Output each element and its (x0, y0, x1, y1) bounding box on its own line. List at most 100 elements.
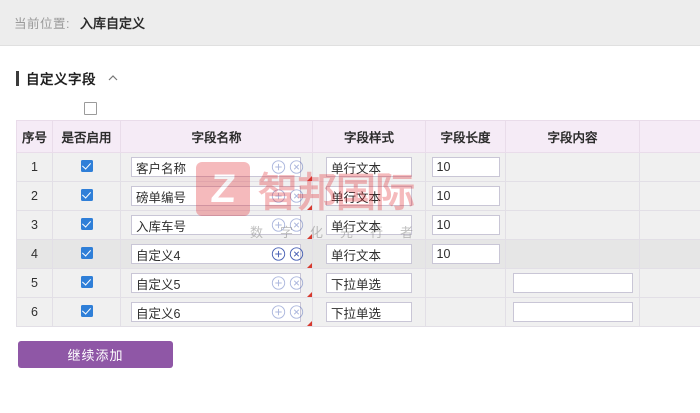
chevron-up-icon[interactable] (106, 71, 120, 85)
table-row[interactable]: 1 (16, 152, 700, 182)
cell-field-length[interactable] (425, 152, 506, 182)
checkbox-checked-icon[interactable] (80, 217, 93, 230)
plus-circle-icon[interactable] (271, 305, 286, 320)
row-action-icons (271, 218, 304, 233)
field-content-input[interactable] (512, 302, 633, 322)
cell-field-name[interactable] (120, 210, 313, 240)
cell-public (639, 210, 700, 240)
field-name-input[interactable] (131, 302, 301, 322)
close-circle-icon[interactable] (289, 218, 304, 233)
checkbox-checked-icon[interactable] (80, 275, 93, 288)
page-title: 自定义字段 (26, 72, 96, 87)
field-length-input[interactable] (431, 186, 500, 206)
cell-field-length[interactable] (425, 181, 506, 211)
cell-field-length[interactable] (425, 239, 506, 269)
col-header-style: 字段样式 (312, 120, 426, 153)
cell-field-style[interactable] (312, 181, 426, 211)
table-row[interactable]: 3 (16, 210, 700, 240)
cell-field-name[interactable] (120, 181, 313, 211)
required-marker-icon (307, 205, 312, 210)
field-name-input[interactable] (131, 244, 301, 264)
table-row[interactable]: 6 (16, 297, 700, 327)
row-action-icons (271, 160, 304, 175)
cell-field-length[interactable] (425, 210, 506, 240)
field-style-input[interactable] (326, 157, 412, 177)
row-action-icons (271, 305, 304, 320)
plus-circle-icon[interactable] (271, 160, 286, 175)
checkbox-checked-icon[interactable] (80, 159, 93, 172)
field-content-input[interactable] (512, 273, 633, 293)
cell-field-style[interactable] (312, 210, 426, 240)
plus-circle-icon[interactable] (271, 247, 286, 262)
close-circle-icon[interactable] (289, 247, 304, 262)
field-length-input[interactable] (431, 157, 500, 177)
required-marker-icon (307, 176, 312, 181)
cell-enabled[interactable] (52, 181, 121, 211)
plus-circle-icon[interactable] (271, 189, 286, 204)
close-circle-icon[interactable] (289, 189, 304, 204)
cell-field-length (425, 268, 506, 298)
cell-field-name[interactable] (120, 297, 313, 327)
row-action-icons (271, 189, 304, 204)
cell-field-content (505, 239, 640, 269)
breadcrumb-label: 当前位置: (14, 17, 70, 31)
field-name-input[interactable] (131, 157, 301, 177)
required-marker-icon (307, 234, 312, 239)
plus-circle-icon[interactable] (271, 276, 286, 291)
table-footer: 继续添加 (0, 327, 700, 368)
breadcrumb: 当前位置: 入库自定义 (0, 0, 700, 46)
plus-circle-icon[interactable] (271, 218, 286, 233)
field-name-input[interactable] (131, 215, 301, 235)
cell-enabled[interactable] (52, 268, 121, 298)
checkbox-checked-icon[interactable] (80, 246, 93, 259)
checkbox-checked-icon[interactable] (80, 188, 93, 201)
field-length-input[interactable] (431, 244, 500, 264)
cell-field-style[interactable] (312, 297, 426, 327)
cell-field-name[interactable] (120, 268, 313, 298)
continue-add-button[interactable]: 继续添加 (18, 341, 173, 368)
cell-field-content (505, 181, 640, 211)
cell-field-content[interactable] (505, 297, 640, 327)
cell-public (639, 268, 700, 298)
custom-fields-table: 序号 是否启用 字段名称 字段样式 字段长度 字段内容 公 123456 (16, 120, 700, 327)
row-action-icons (271, 276, 304, 291)
checkbox-checked-icon[interactable] (80, 304, 93, 317)
cell-field-content (505, 210, 640, 240)
cell-enabled[interactable] (52, 210, 121, 240)
cell-field-length (425, 297, 506, 327)
row-action-icons (271, 247, 304, 262)
close-circle-icon[interactable] (289, 305, 304, 320)
cell-field-style[interactable] (312, 239, 426, 269)
cell-public (639, 152, 700, 182)
cell-field-name[interactable] (120, 239, 313, 269)
close-circle-icon[interactable] (289, 276, 304, 291)
field-style-input[interactable] (326, 186, 412, 206)
field-style-input[interactable] (326, 244, 412, 264)
field-style-input[interactable] (326, 215, 412, 235)
field-name-input[interactable] (131, 273, 301, 293)
section-accent-bar (16, 70, 19, 86)
field-style-input[interactable] (326, 302, 412, 322)
table-row[interactable]: 2 (16, 181, 700, 211)
required-marker-icon (307, 263, 312, 268)
cell-field-style[interactable] (312, 268, 426, 298)
field-length-input[interactable] (431, 215, 500, 235)
cell-field-name[interactable] (120, 152, 313, 182)
custom-fields-table-wrapper: 序号 是否启用 字段名称 字段样式 字段长度 字段内容 公 123456 (16, 120, 700, 327)
field-style-input[interactable] (326, 273, 412, 293)
required-marker-icon (307, 321, 312, 326)
select-all-row (0, 88, 700, 120)
cell-public (639, 239, 700, 269)
cell-field-style[interactable] (312, 152, 426, 182)
table-row[interactable]: 5 (16, 268, 700, 298)
select-all-checkbox[interactable] (84, 101, 97, 115)
field-name-input[interactable] (131, 186, 301, 206)
cell-index: 4 (16, 239, 53, 269)
table-row[interactable]: 4 (16, 239, 700, 269)
cell-enabled[interactable] (52, 297, 121, 327)
close-circle-icon[interactable] (289, 160, 304, 175)
table-header-row: 序号 是否启用 字段名称 字段样式 字段长度 字段内容 公 (16, 120, 700, 153)
cell-enabled[interactable] (52, 152, 121, 182)
cell-enabled[interactable] (52, 239, 121, 269)
cell-field-content[interactable] (505, 268, 640, 298)
